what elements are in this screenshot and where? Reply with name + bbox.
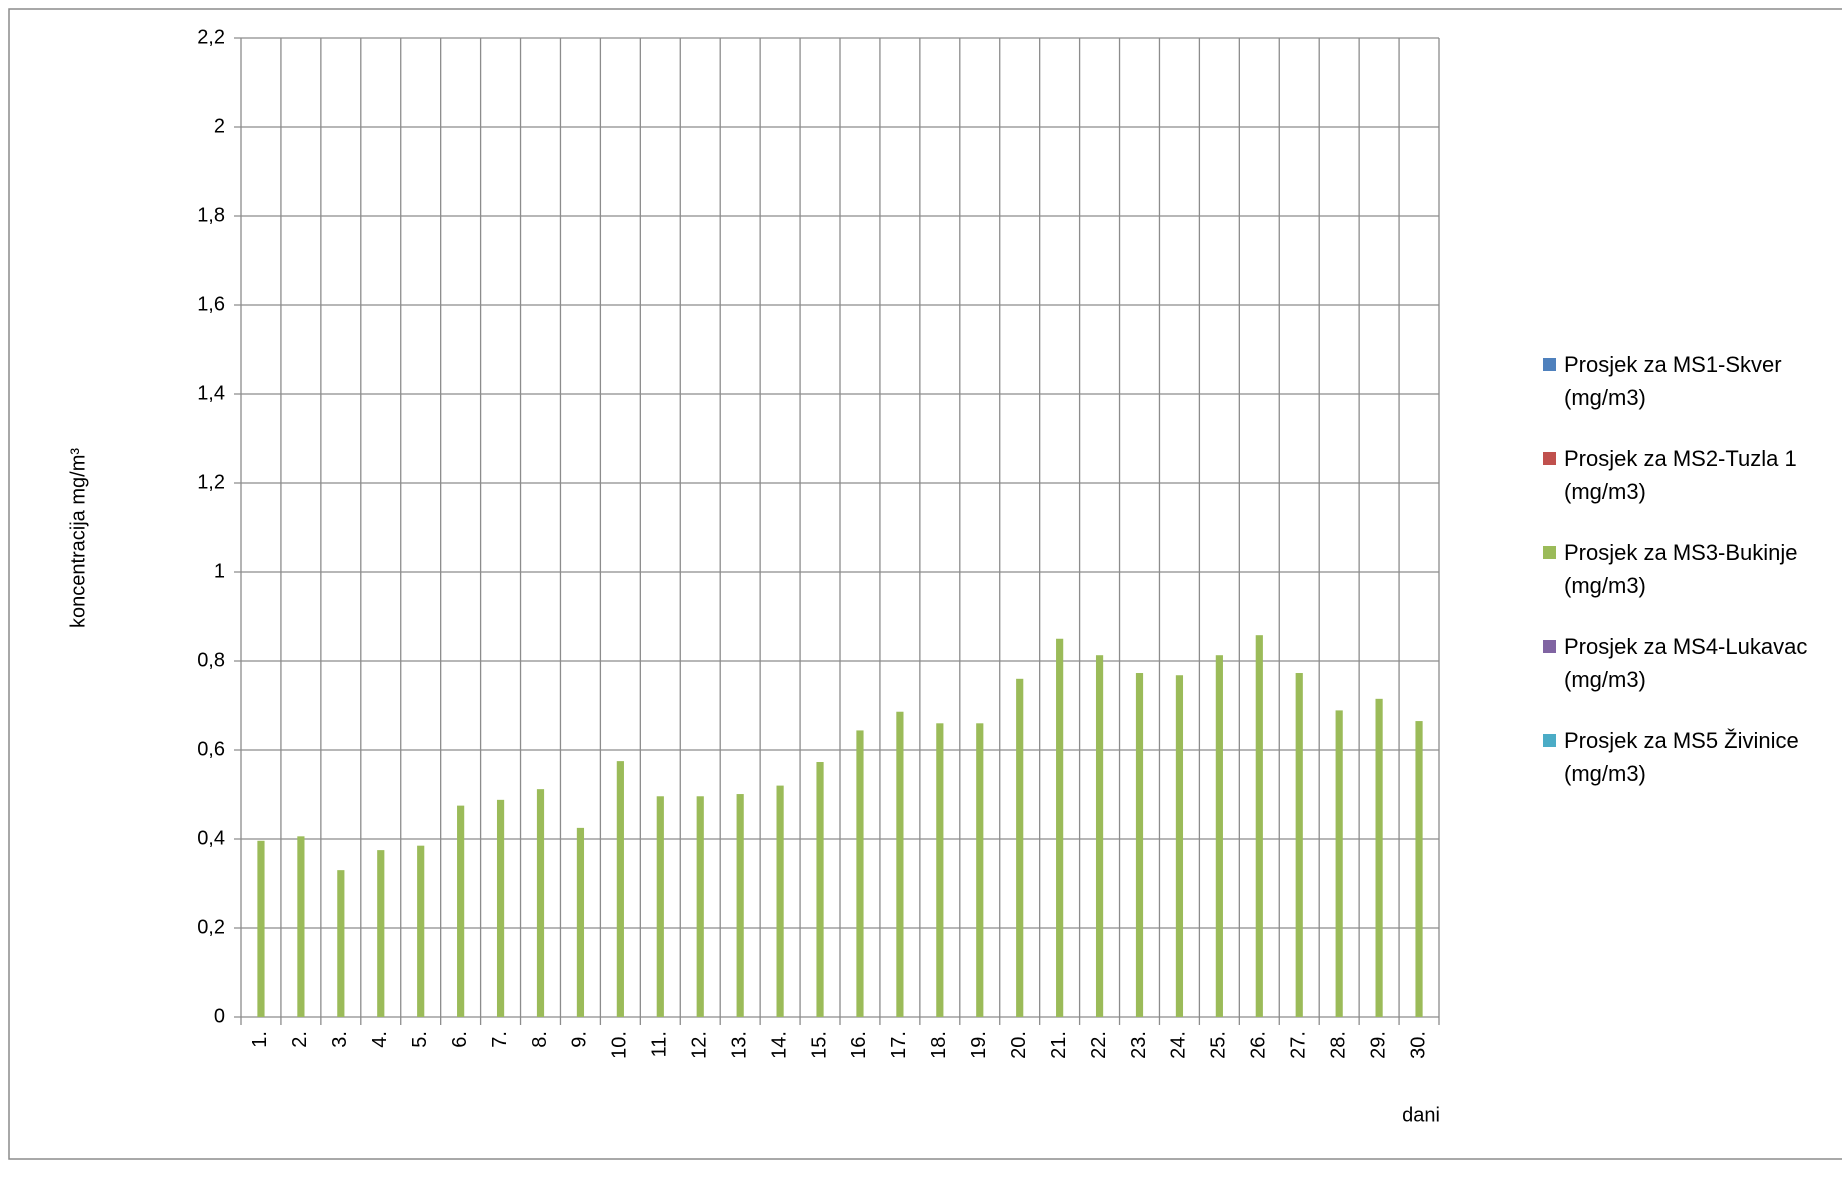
bar (1095, 655, 1104, 1017)
y-tick-label: 0 (214, 1005, 225, 1027)
bar (1415, 721, 1423, 1017)
bar (936, 723, 944, 1017)
bar (1175, 675, 1184, 1017)
legend-item: Prosjek za MS5 Živinice (mg/m3) (1543, 724, 1842, 818)
y-axis-title: koncentracija mg/m³ (67, 448, 89, 628)
legend-label: Prosjek za MS4-Lukavac (mg/m3) (1564, 634, 1814, 692)
bar (816, 762, 824, 1017)
y-tick-label: 0,8 (197, 649, 225, 671)
legend-label: Prosjek za MS5 Živinice (mg/m3) (1564, 728, 1805, 786)
bar (576, 827, 585, 1017)
bar (616, 761, 624, 1017)
x-tick-label: 7. (489, 1031, 511, 1048)
bar (856, 730, 864, 1017)
legend-swatch (1543, 452, 1556, 465)
bar (976, 723, 984, 1017)
x-tick-label: 14. (768, 1031, 790, 1059)
x-tick-label: 16. (848, 1031, 870, 1059)
x-tick-label: 24. (1168, 1031, 1190, 1059)
bar (1056, 638, 1064, 1017)
legend: Prosjek za MS1-Skver (mg/m3) Prosjek za M… (1543, 348, 1842, 818)
y-tick-label: 2,2 (197, 26, 225, 48)
x-tick-label: 29. (1367, 1031, 1389, 1059)
bar (896, 711, 904, 1017)
x-tick-label: 2. (289, 1031, 311, 1048)
bar (1016, 678, 1024, 1017)
legend-item: Prosjek za MS1-Skver (mg/m3) (1543, 348, 1842, 442)
bar (1335, 710, 1343, 1017)
legend-label: Prosjek za MS3-Bukinje (mg/m3) (1564, 540, 1810, 598)
bar (656, 796, 664, 1017)
x-tick-label: 11. (649, 1031, 671, 1057)
bar (736, 794, 744, 1017)
y-tick-label: 2 (214, 115, 225, 137)
legend-label: Prosjek za MS2-Tuzla 1 (mg/m3) (1564, 446, 1809, 504)
x-tick-label: 25. (1208, 1031, 1230, 1059)
bar (1295, 673, 1303, 1017)
bar (337, 870, 345, 1017)
y-tick-label: 0,6 (197, 738, 225, 760)
legend-swatch (1543, 546, 1556, 559)
x-tick-label: 28. (1327, 1031, 1349, 1059)
x-tick-label: 12. (689, 1031, 711, 1059)
bar (377, 850, 385, 1017)
chart-frame (8, 8, 1842, 1160)
x-tick-label: 5. (409, 1031, 431, 1048)
y-tick-label: 1,8 (197, 204, 225, 226)
x-tick-label: 27. (1288, 1031, 1310, 1059)
y-tick-label: 0,2 (197, 916, 225, 938)
bar (696, 796, 704, 1017)
x-tick-label: 1. (249, 1031, 271, 1048)
legend-item: Prosjek za MS4-Lukavac (mg/m3) (1543, 630, 1842, 724)
bar (776, 785, 784, 1017)
x-tick-label: 3. (329, 1031, 351, 1048)
x-tick-label: 22. (1088, 1031, 1110, 1059)
x-tick-label: 19. (968, 1031, 990, 1059)
legend-item: Prosjek za MS3-Bukinje (mg/m3) (1543, 536, 1842, 630)
y-tick-label: 1,2 (197, 471, 225, 493)
x-tick-label: 20. (1008, 1031, 1030, 1059)
x-tick-label: 21. (1048, 1031, 1070, 1059)
x-tick-label: 17. (888, 1031, 910, 1059)
x-axis-title: dani (1402, 1104, 1440, 1126)
y-tick-label: 1,6 (197, 293, 225, 315)
x-tick-label: 13. (728, 1031, 750, 1059)
bar (417, 845, 425, 1017)
bar (496, 799, 505, 1017)
legend-swatch (1543, 640, 1556, 653)
x-tick-label: 30. (1407, 1031, 1429, 1059)
legend-label: Prosjek za MS1-Skver (mg/m3) (1564, 352, 1794, 410)
x-tick-label: 8. (529, 1031, 551, 1048)
x-tick-label: 18. (928, 1031, 950, 1059)
x-tick-label: 10. (609, 1031, 631, 1059)
x-tick-label: 6. (449, 1031, 471, 1048)
bar (536, 789, 545, 1017)
x-tick-label: 26. (1248, 1031, 1270, 1059)
y-tick-label: 1 (214, 560, 225, 582)
legend-item: Prosjek za MS2-Tuzla 1 (mg/m3) (1543, 442, 1842, 536)
x-tick-label: 15. (808, 1031, 830, 1059)
legend-swatch (1543, 734, 1556, 747)
y-tick-label: 1,4 (197, 382, 225, 404)
bar (297, 836, 305, 1017)
legend-swatch (1543, 358, 1556, 371)
bar (1135, 673, 1144, 1017)
bar (257, 840, 265, 1017)
bar (1375, 698, 1383, 1017)
bar (457, 805, 465, 1017)
x-tick-label: 23. (1128, 1031, 1150, 1059)
x-tick-label: 9. (569, 1031, 591, 1048)
y-tick-label: 0,4 (197, 827, 225, 849)
bar (1255, 635, 1263, 1017)
x-tick-label: 4. (369, 1031, 391, 1048)
bar (1215, 655, 1223, 1017)
